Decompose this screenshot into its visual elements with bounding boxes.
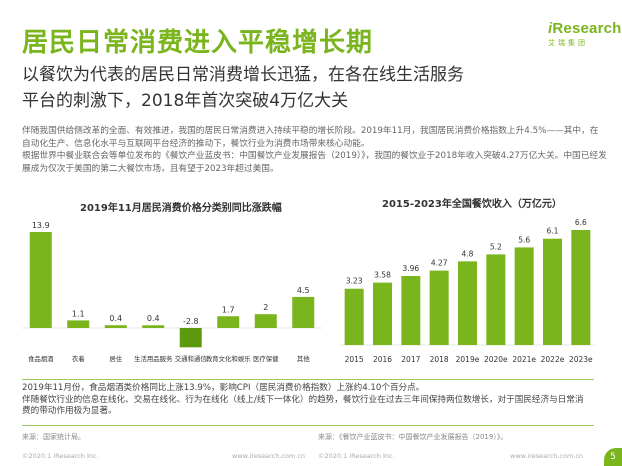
- revenue-value-label: 6.6: [575, 218, 587, 227]
- revenue-bar: [458, 261, 477, 345]
- revenue-bar: [344, 288, 364, 345]
- cpi-bar: [142, 325, 165, 328]
- summary-text: 2019年11月份，食品烟酒类价格同比上涨13.9%，影响CPI（居民消费价格指…: [22, 383, 592, 418]
- cpi-bar: [104, 325, 127, 328]
- revenue-bar: [571, 230, 591, 345]
- revenue-bar: [429, 270, 449, 345]
- revenue-year-label: 2021e: [512, 355, 536, 364]
- cpi-value-label: 1.1: [72, 309, 85, 318]
- cpi-category-label: 其他: [297, 354, 310, 363]
- logo-i: i: [548, 20, 553, 37]
- revenue-bar: [373, 282, 392, 345]
- revenue-chart-title: 2015-2023年全国餐饮收入（万亿元）: [382, 199, 562, 210]
- revenue-value-label: 4.8: [462, 249, 474, 258]
- cpi-bar: [292, 296, 315, 328]
- revenue-year-label: 2016: [373, 355, 392, 364]
- revenue-year-label: 2015: [345, 355, 364, 364]
- intro-paragraph-2: 根据世界中餐业联合会等单位发布的《餐饮产业蓝皮书：中国餐饮产业发展报告（2019…: [22, 151, 607, 174]
- divider-bottom: [22, 425, 594, 426]
- page-title: 居民日常消费进入平稳增长期: [22, 28, 374, 58]
- revenue-value-label: 3.23: [346, 277, 363, 286]
- cpi-value-label: 1.7: [222, 305, 235, 314]
- cpi-category-label: 居住: [109, 354, 122, 363]
- cpi-value-label: 0.4: [147, 314, 160, 323]
- cpi-bar: [67, 320, 90, 328]
- summary-paragraph-2: 伴随餐饮行业的信息在线化、交易在线化、行为在线化（线上/线下一体化）的趋势，餐饮…: [22, 394, 584, 417]
- revenue-year-label: 2022e: [541, 355, 565, 364]
- revenue-bar: [543, 238, 562, 345]
- catering-revenue-bar-chart: 3.23 2015 3.58 2016 3.96 2017 4.27 2018 4.8 2019e…: [340, 218, 595, 364]
- revenue-year-label: 2023e: [569, 355, 593, 364]
- summary-paragraph-1: 2019年11月份，食品烟酒类价格同比上涨13.9%，影响CPI（居民消费价格指…: [22, 383, 425, 393]
- revenue-year-label: 2017: [401, 355, 420, 364]
- page-number: 5: [604, 448, 622, 466]
- source-right: 来源：《餐饮产业蓝皮书：中国餐饮产业发展报告（2019）》。: [318, 433, 508, 441]
- revenue-value-label: 5.6: [518, 235, 530, 244]
- subtitle-line-1: 以餐饮为代表的居民日常消费增长迅猛，在各在线生活服务: [22, 65, 464, 85]
- cpi-category-label: 医疗保健: [253, 354, 279, 363]
- revenue-value-label: 6.1: [547, 227, 559, 236]
- revenue-bar: [514, 247, 534, 345]
- copyright-right: ©2020.1 iResearch Inc.: [318, 452, 395, 460]
- cpi-category-label: 食品烟酒: [28, 354, 54, 363]
- intro-text: 伴随我国供给侧改革的全面、有效推进，我国的居民日常消费进入持续平稳的增长阶段。2…: [22, 125, 607, 175]
- revenue-year-label: 2020e: [484, 355, 508, 364]
- cpi-value-label: 13.9: [32, 221, 50, 230]
- page-subtitle: 以餐饮为代表的居民日常消费增长迅猛，在各在线生活服务 平台的刺激下，2018年首…: [22, 62, 602, 114]
- source-left: 来源：国家统计局。: [22, 433, 85, 441]
- logo-subtitle: 艾瑞集团: [548, 39, 588, 47]
- cpi-value-label: 0.4: [109, 314, 122, 323]
- logo-wordmark: iResearch: [548, 20, 622, 37]
- logo-research: Research: [552, 20, 622, 37]
- revenue-value-label: 3.58: [374, 271, 391, 280]
- cpi-chart-title: 2019年11月居民消费价格分类别同比涨跌幅: [80, 203, 282, 214]
- revenue-value-label: 4.27: [431, 259, 448, 268]
- revenue-bar: [401, 276, 421, 345]
- revenue-year-label: 2019e: [456, 355, 480, 364]
- cpi-bar: [254, 314, 277, 328]
- url-left[interactable]: www.iresearch.com.cn: [232, 452, 306, 460]
- url-right[interactable]: www.iresearch.com.cn: [510, 452, 584, 460]
- cpi-value-label: 4.5: [297, 286, 310, 295]
- intro-paragraph-1: 伴随我国供给侧改革的全面、有效推进，我国的居民日常消费进入持续平稳的增长阶段。2…: [22, 126, 599, 149]
- cpi-category-label: 交通和通信: [175, 354, 208, 363]
- cpi-category-label: 生活用品服务: [134, 354, 173, 363]
- cpi-category-bar-chart: 13.9 食品烟酒 1.1 衣着 0.4 居住 0.4 生活用品服务 -2.8 交通和通信 1.7 教…: [22, 221, 322, 363]
- revenue-year-label: 2018: [430, 355, 449, 364]
- copyright-left: ©2020.1 iResearch Inc.: [22, 452, 99, 460]
- iresearch-logo: iResearch 艾瑞集团: [548, 20, 622, 48]
- divider-top: [22, 379, 594, 380]
- subtitle-line-2: 平台的刺激下，2018年首次突破4万亿大关: [22, 91, 349, 111]
- cpi-value-label: 2: [263, 303, 268, 312]
- cpi-category-label: 衣着: [72, 354, 85, 363]
- cpi-bar: [217, 316, 240, 328]
- cpi-category-label: 教育文化和娱乐: [206, 354, 251, 363]
- cpi-bar: [29, 232, 52, 328]
- cpi-value-label: -2.8: [183, 317, 199, 326]
- revenue-value-label: 3.96: [402, 264, 419, 273]
- cpi-bar: [179, 328, 202, 348]
- revenue-bar: [486, 254, 506, 345]
- revenue-value-label: 5.2: [490, 242, 502, 251]
